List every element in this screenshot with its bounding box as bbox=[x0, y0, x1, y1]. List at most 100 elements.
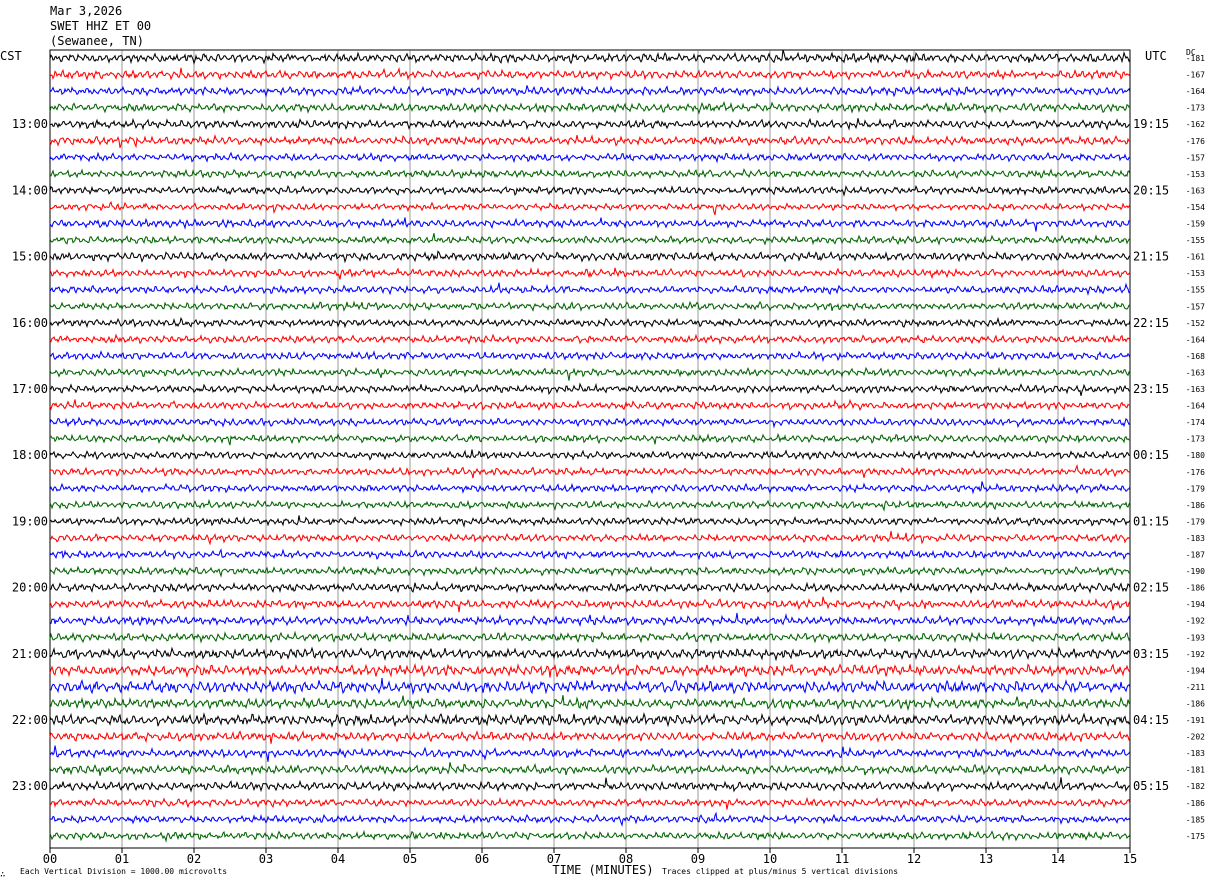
dc-offset-label: -167 bbox=[1186, 71, 1205, 80]
dc-offset-label: -183 bbox=[1186, 534, 1205, 543]
seismic-trace bbox=[49, 530, 1131, 546]
utc-hour-label: 01:15 bbox=[1133, 514, 1169, 528]
dc-offset-label: -186 bbox=[1186, 699, 1205, 708]
cst-hour-label: 16:00 bbox=[12, 316, 48, 330]
dc-offset-label: -202 bbox=[1186, 733, 1205, 742]
seismic-trace bbox=[49, 49, 1131, 66]
dc-offset-label: -163 bbox=[1186, 186, 1205, 195]
seismic-trace bbox=[49, 646, 1131, 662]
dc-offset-label: -192 bbox=[1186, 650, 1205, 659]
seismic-trace bbox=[49, 481, 1131, 495]
dc-offset-label: -176 bbox=[1186, 137, 1205, 146]
x-tick-label: 11 bbox=[835, 852, 849, 866]
x-tick-label: 12 bbox=[907, 852, 921, 866]
cst-hour-label: 18:00 bbox=[12, 448, 48, 462]
dc-offset-label: -154 bbox=[1186, 203, 1205, 212]
dc-offset-label: -181 bbox=[1186, 54, 1205, 63]
seismic-trace bbox=[49, 829, 1131, 843]
dc-offset-label: -211 bbox=[1186, 683, 1205, 692]
dc-offset-label: -194 bbox=[1186, 666, 1205, 675]
x-tick-label: 00 bbox=[43, 852, 57, 866]
seismic-trace bbox=[49, 267, 1131, 280]
utc-hour-label: 21:15 bbox=[1133, 250, 1169, 264]
utc-hour-label: 03:15 bbox=[1133, 647, 1169, 661]
x-tick-label: 15 bbox=[1123, 852, 1137, 866]
dc-offset-label: -153 bbox=[1186, 269, 1205, 278]
x-tick-label: 03 bbox=[259, 852, 273, 866]
cst-hour-label: 21:00 bbox=[12, 647, 48, 661]
dc-offset-label: -173 bbox=[1186, 435, 1205, 444]
seismic-trace bbox=[49, 565, 1131, 578]
seismic-trace bbox=[49, 184, 1131, 197]
dc-offset-label: -185 bbox=[1186, 815, 1205, 824]
dc-offset-label: -175 bbox=[1186, 832, 1205, 841]
dc-offset-label: -186 bbox=[1186, 501, 1205, 510]
seismic-trace bbox=[49, 233, 1131, 246]
dc-offset-label: -164 bbox=[1186, 402, 1205, 411]
seismic-trace bbox=[49, 515, 1131, 528]
x-tick-label: 06 bbox=[475, 852, 489, 866]
x-tick-label: 10 bbox=[763, 852, 777, 866]
x-tick-label: 05 bbox=[403, 852, 417, 866]
plot-date: Mar 3,2026 bbox=[50, 4, 123, 18]
seismic-trace bbox=[49, 151, 1131, 164]
seismic-trace bbox=[49, 811, 1131, 827]
dc-offset-label: -153 bbox=[1186, 170, 1205, 179]
seismic-trace bbox=[49, 398, 1131, 412]
seismic-trace bbox=[49, 796, 1131, 810]
dc-offset-label: -173 bbox=[1186, 104, 1205, 113]
dc-offset-label: -181 bbox=[1186, 766, 1205, 775]
cst-hour-label: 20:00 bbox=[12, 581, 48, 595]
cst-hour-label: 14:00 bbox=[12, 183, 48, 197]
dc-offset-label: -155 bbox=[1186, 236, 1205, 245]
seismic-trace bbox=[49, 612, 1131, 628]
dc-offset-label: -179 bbox=[1186, 484, 1205, 493]
seismic-trace bbox=[49, 777, 1131, 793]
dc-offset-label: -155 bbox=[1186, 286, 1205, 295]
footer-glyph: ∴ bbox=[0, 870, 6, 880]
cst-hour-label: 19:00 bbox=[12, 514, 48, 528]
x-tick-label: 02 bbox=[187, 852, 201, 866]
plot-frame bbox=[49, 49, 1131, 849]
utc-hour-label: 05:15 bbox=[1133, 779, 1169, 793]
dc-offset-label: -190 bbox=[1186, 567, 1205, 576]
dc-offset-label: -192 bbox=[1186, 617, 1205, 626]
dc-offset-label: -186 bbox=[1186, 799, 1205, 808]
station-location: (Sewanee, TN) bbox=[50, 34, 144, 48]
dc-offset-label: -164 bbox=[1186, 87, 1205, 96]
utc-hour-label: 23:15 bbox=[1133, 382, 1169, 396]
x-axis-title: TIME (MINUTES) bbox=[552, 863, 653, 877]
seismic-trace bbox=[49, 316, 1131, 329]
dc-offset-label: -174 bbox=[1186, 418, 1205, 427]
dc-offset-label: -157 bbox=[1186, 302, 1205, 311]
seismic-trace bbox=[49, 596, 1131, 613]
seismic-trace bbox=[49, 463, 1131, 479]
dc-offset-label: -193 bbox=[1186, 633, 1205, 642]
cst-hour-label: 22:00 bbox=[12, 713, 48, 727]
vertical-division-note: Each Vertical Division = 1000.00 microvo… bbox=[20, 867, 228, 876]
seismic-trace bbox=[49, 730, 1131, 744]
seismic-trace bbox=[49, 366, 1131, 381]
dc-offset-label: -152 bbox=[1186, 319, 1205, 328]
seismic-trace bbox=[49, 100, 1131, 115]
dc-offset-label: -164 bbox=[1186, 335, 1205, 344]
clipping-note: Traces clipped at plus/minus 5 vertical … bbox=[662, 867, 899, 876]
dc-offset-label: -168 bbox=[1186, 352, 1205, 361]
dc-offset-header: DC bbox=[1186, 48, 1196, 57]
seismic-trace bbox=[49, 282, 1131, 296]
dc-offset-label: -163 bbox=[1186, 368, 1205, 377]
cst-hour-label: 13:00 bbox=[12, 117, 48, 131]
utc-hour-label: 22:15 bbox=[1133, 316, 1169, 330]
station-code: SWET HHZ ET 00 bbox=[50, 19, 152, 33]
x-tick-label: 07 bbox=[547, 852, 561, 866]
seismic-trace bbox=[49, 117, 1131, 131]
utc-hour-label: 02:15 bbox=[1133, 581, 1169, 595]
seismic-trace bbox=[49, 350, 1131, 363]
dc-offset-label: -157 bbox=[1186, 153, 1205, 162]
dc-offset-label: -179 bbox=[1186, 517, 1205, 526]
seismic-trace bbox=[49, 745, 1131, 762]
dc-offset-label: -162 bbox=[1186, 120, 1205, 129]
x-tick-label: 04 bbox=[331, 852, 345, 866]
x-tick-label: 08 bbox=[619, 852, 633, 866]
